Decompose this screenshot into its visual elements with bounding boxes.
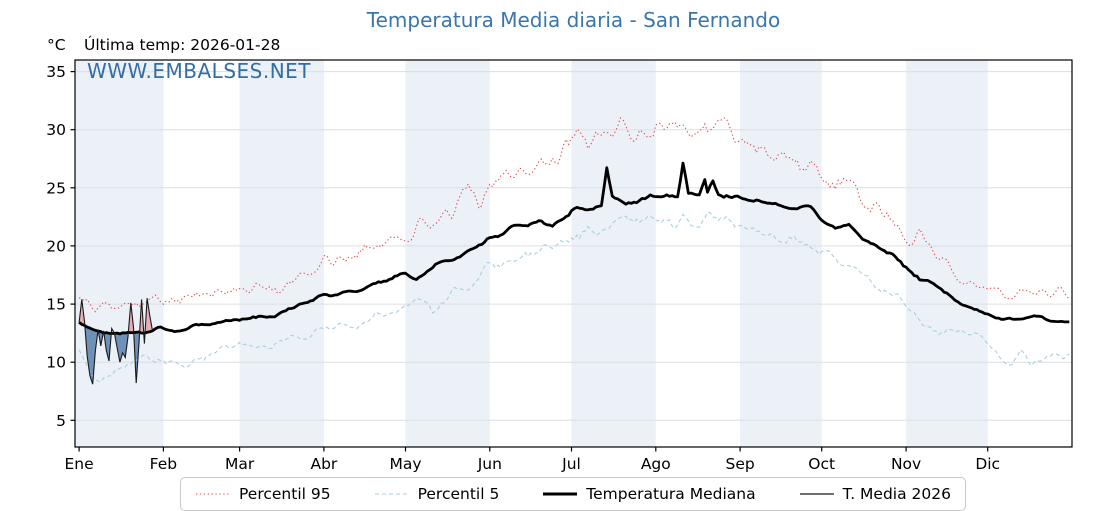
- chart-title: Temperatura Media diaria - San Fernando: [366, 8, 781, 32]
- plot-area: 5 10 15 20 25 30 35 Ene Feb Mar Abr May Jun Jul Ago Sep…: [46, 59, 1073, 473]
- x-tick-label: Dic: [975, 455, 1000, 473]
- y-tick-label: 25: [46, 179, 66, 197]
- y-tick-label: 30: [46, 121, 66, 139]
- legend-item-t-media-2026: T. Media 2026: [799, 485, 951, 503]
- mediana-line: [78, 161, 1070, 336]
- percentil-5-line: [78, 211, 1070, 383]
- x-tick-label: Sep: [725, 455, 754, 473]
- last-temp-annotation: Última temp: 2026-01-28: [84, 36, 281, 54]
- percentil-95-line: [78, 117, 1070, 313]
- legend-line-sample-icon: [799, 493, 834, 495]
- y-tick-label: 20: [46, 237, 66, 255]
- month-band: [75, 60, 164, 447]
- y-tick-label: 5: [56, 412, 66, 430]
- month-band: [239, 60, 324, 447]
- x-tick-label: Oct: [808, 455, 835, 473]
- x-tick-label: May: [389, 455, 421, 473]
- month-band: [571, 60, 656, 447]
- legend-line-sample-icon: [196, 493, 230, 495]
- y-axis-unit-label: °C: [47, 36, 66, 54]
- legend-line-sample-icon: [374, 493, 409, 495]
- axes-frame: [74, 59, 1073, 448]
- legend-item-percentil-95: Percentil 95: [195, 485, 331, 503]
- x-tick-label: Jul: [561, 455, 581, 473]
- watermark: WWW.EMBALSES.NET: [87, 59, 312, 83]
- month-band: [405, 60, 490, 447]
- x-tick-label: Feb: [150, 455, 177, 473]
- legend-item-percentil-5: Percentil 5: [374, 485, 500, 503]
- month-band: [906, 60, 988, 447]
- figure: Temperatura Media diaria - San Fernando …: [46, 8, 1073, 511]
- x-tick-label: Ene: [65, 455, 94, 473]
- y-tick-label: 15: [46, 296, 66, 314]
- y-tick-label: 35: [46, 63, 66, 81]
- legend-label: T. Media 2026: [842, 485, 951, 503]
- legend-label: Temperatura Mediana: [586, 485, 756, 503]
- x-tick-label: Mar: [225, 455, 255, 473]
- x-tick-label: Abr: [310, 455, 337, 473]
- legend: Percentil 95 Percentil 5 Temperatura Media…: [180, 477, 966, 511]
- t-media-2026-line: [78, 298, 154, 385]
- legend-label: Percentil 95: [239, 485, 331, 503]
- month-band: [740, 60, 822, 447]
- y-tick-label: 10: [46, 354, 66, 372]
- legend-line-sample-icon: [543, 492, 578, 496]
- legend-item-temperatura-mediana: Temperatura Mediana: [542, 485, 756, 503]
- legend-label: Percentil 5: [417, 485, 500, 503]
- x-tick-label: Ago: [641, 455, 671, 473]
- x-tick-label: Nov: [891, 455, 921, 473]
- x-tick-label: Jun: [477, 455, 502, 473]
